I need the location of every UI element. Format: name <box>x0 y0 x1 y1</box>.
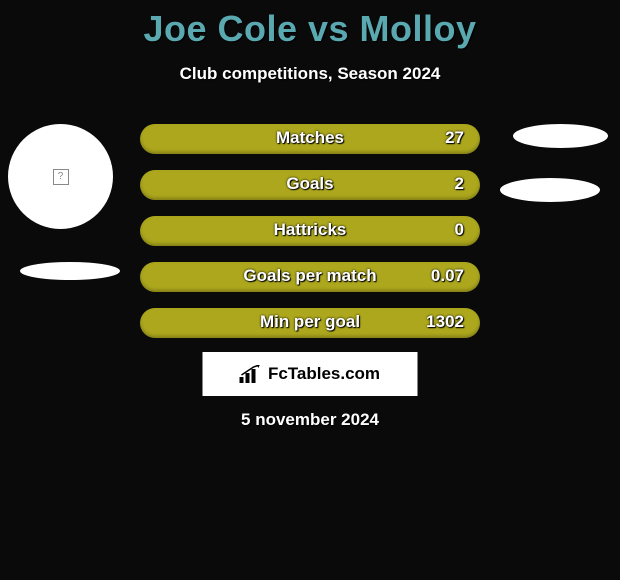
stat-value: 27 <box>445 128 464 148</box>
stat-value: 0.07 <box>431 266 464 286</box>
player-avatar-left: ? <box>8 124 113 229</box>
date-text: 5 november 2024 <box>0 410 620 430</box>
stat-value: 1302 <box>426 312 464 332</box>
stat-label: Hattricks <box>140 220 480 240</box>
stat-bar-min-per-goal: Min per goal 1302 <box>140 308 480 338</box>
brand-box[interactable]: FcTables.com <box>203 352 418 396</box>
stat-bar-matches: Matches 27 <box>140 124 480 154</box>
right-pill-1 <box>513 124 608 148</box>
chart-icon <box>240 365 262 383</box>
stat-bars: Matches 27 Goals 2 Hattricks 0 Goals per… <box>140 124 480 354</box>
page-title: Joe Cole vs Molloy <box>0 0 620 50</box>
avatar-placeholder-icon: ? <box>53 169 69 185</box>
subtitle: Club competitions, Season 2024 <box>0 64 620 84</box>
stat-label: Matches <box>140 128 480 148</box>
right-pill-2 <box>500 178 600 202</box>
stat-value: 2 <box>455 174 464 194</box>
avatar-shadow-left <box>20 262 120 280</box>
stat-label: Goals <box>140 174 480 194</box>
brand-text: FcTables.com <box>268 364 380 384</box>
stat-bar-hattricks: Hattricks 0 <box>140 216 480 246</box>
stat-bar-goals-per-match: Goals per match 0.07 <box>140 262 480 292</box>
stat-bar-goals: Goals 2 <box>140 170 480 200</box>
stat-value: 0 <box>455 220 464 240</box>
stat-label: Goals per match <box>140 266 480 286</box>
